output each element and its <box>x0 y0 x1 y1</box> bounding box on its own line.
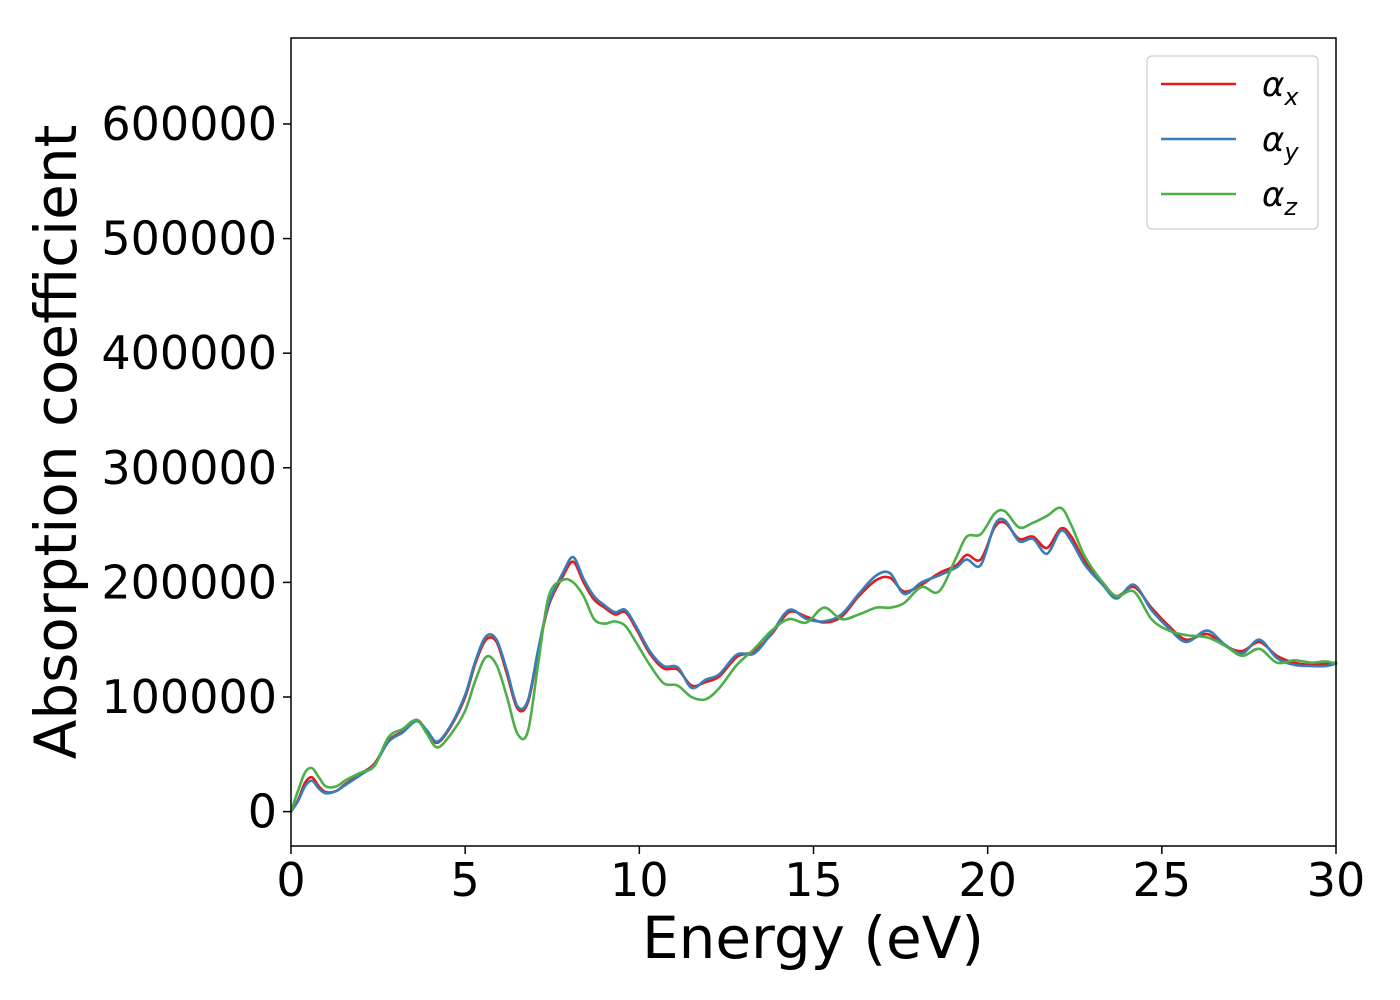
series-line-alpha-x <box>289 520 1338 813</box>
y-tick-label: 500000 <box>101 212 277 266</box>
x-tick-label: 15 <box>784 853 843 907</box>
series-line-alpha-z <box>289 506 1338 813</box>
x-tick-label: 30 <box>1307 853 1366 907</box>
legend-subscript: y <box>1283 138 1299 166</box>
series-line-alpha-y <box>289 517 1338 813</box>
x-tick-label: 20 <box>958 853 1017 907</box>
x-tick-label: 10 <box>610 853 669 907</box>
series-layer <box>289 506 1338 813</box>
y-tick-label: 0 <box>248 785 277 839</box>
y-tick-label: 300000 <box>101 441 277 495</box>
y-tick-label: 400000 <box>101 326 277 380</box>
y-axis-label: Absorption coefficient <box>22 125 90 760</box>
x-tick-label: 25 <box>1133 853 1192 907</box>
x-tick-label: 5 <box>451 853 480 907</box>
legend-box <box>1146 55 1319 230</box>
y-tick-label: 100000 <box>101 670 277 724</box>
legend-subscript: z <box>1283 193 1298 221</box>
x-tick-label: 0 <box>276 853 305 907</box>
x-axis-ticks: 0 5 10 15 20 25 30 <box>276 846 1365 907</box>
y-axis-ticks: 0 100000 200000 300000 400000 500000 600000 <box>101 97 291 839</box>
y-tick-label: 600000 <box>101 97 277 151</box>
y-tick-label: 200000 <box>101 555 277 609</box>
legend-subscript: x <box>1283 83 1299 111</box>
x-axis-label: Energy (eV) <box>642 904 984 972</box>
